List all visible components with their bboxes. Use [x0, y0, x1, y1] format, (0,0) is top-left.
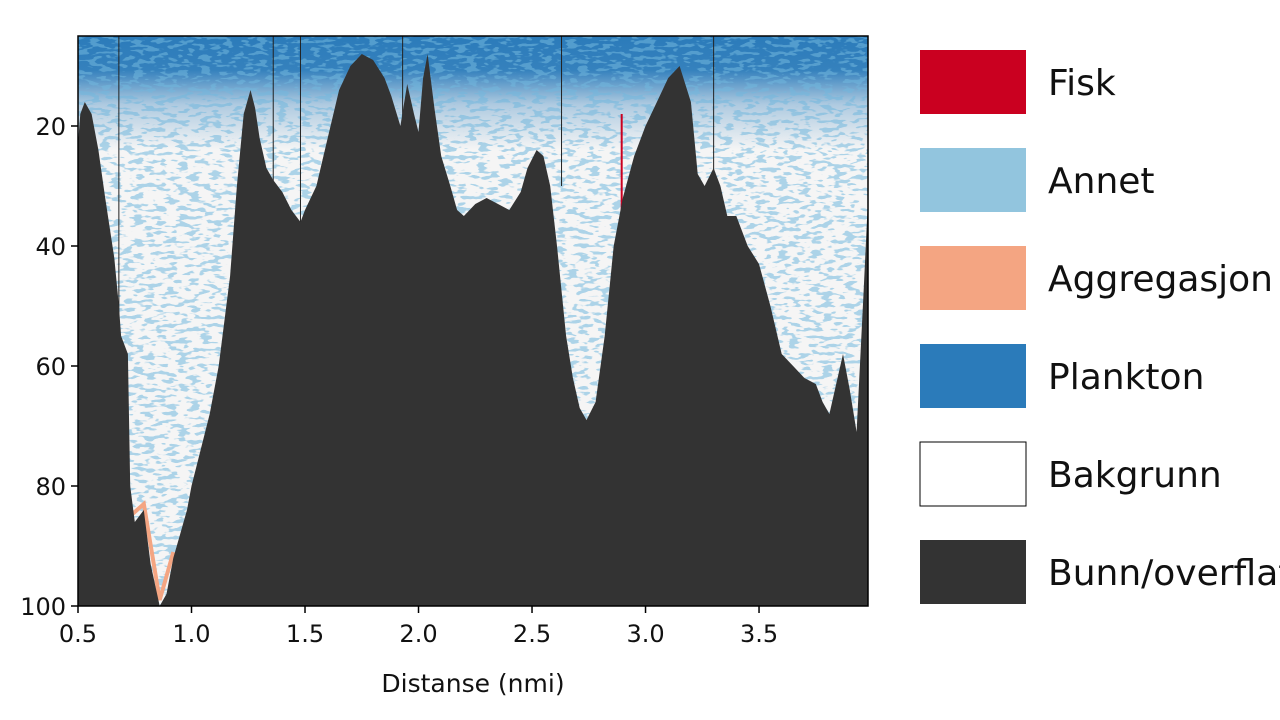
plot-frame [77, 35, 869, 607]
x-tick-label: 3.0 [626, 620, 664, 648]
x-tick-label: 3.5 [740, 620, 778, 648]
x-axis-title: Distanse (nmi) [381, 669, 564, 698]
legend: Fisk Annet Aggregasjon Plankton Bakgrunn Bunn… [919, 50, 1280, 604]
legend-swatch [920, 344, 1026, 408]
aggregation-fringe [128, 500, 176, 601]
legend-label: Fisk [1048, 63, 1116, 104]
x-tick-label: 1.0 [172, 620, 210, 648]
y-tick-label: 100 [20, 593, 66, 621]
legend-label: Bunn/overflate [1048, 553, 1280, 594]
y-tick-label: 60 [35, 353, 66, 381]
y-axis: 20 40 60 80 100 [20, 113, 78, 621]
x-tick-label: 2.5 [513, 620, 551, 648]
legend-label: Aggregasjon [1048, 259, 1273, 300]
x-tick-label: 1.5 [286, 620, 324, 648]
x-axis: 0.5 1.0 1.5 2.0 2.5 3.0 3.5 [59, 606, 778, 648]
legend-label: Bakgrunn [1048, 455, 1222, 496]
x-tick-label: 0.5 [59, 620, 97, 648]
y-tick-label: 20 [35, 113, 66, 141]
y-tick-label: 40 [35, 233, 66, 261]
bottom-surface-profile [78, 54, 868, 606]
legend-swatch [920, 540, 1026, 604]
x-tick-label: 2.0 [399, 620, 437, 648]
plot-area [77, 35, 869, 607]
marks-group [118, 36, 715, 601]
legend-label: Annet [1048, 161, 1155, 202]
legend-swatch [920, 148, 1026, 212]
legend-label: Plankton [1048, 357, 1204, 398]
legend-swatch [919, 441, 1027, 507]
legend-swatch [920, 246, 1026, 310]
legend-swatch [920, 50, 1026, 114]
y-tick-label: 80 [35, 473, 66, 501]
